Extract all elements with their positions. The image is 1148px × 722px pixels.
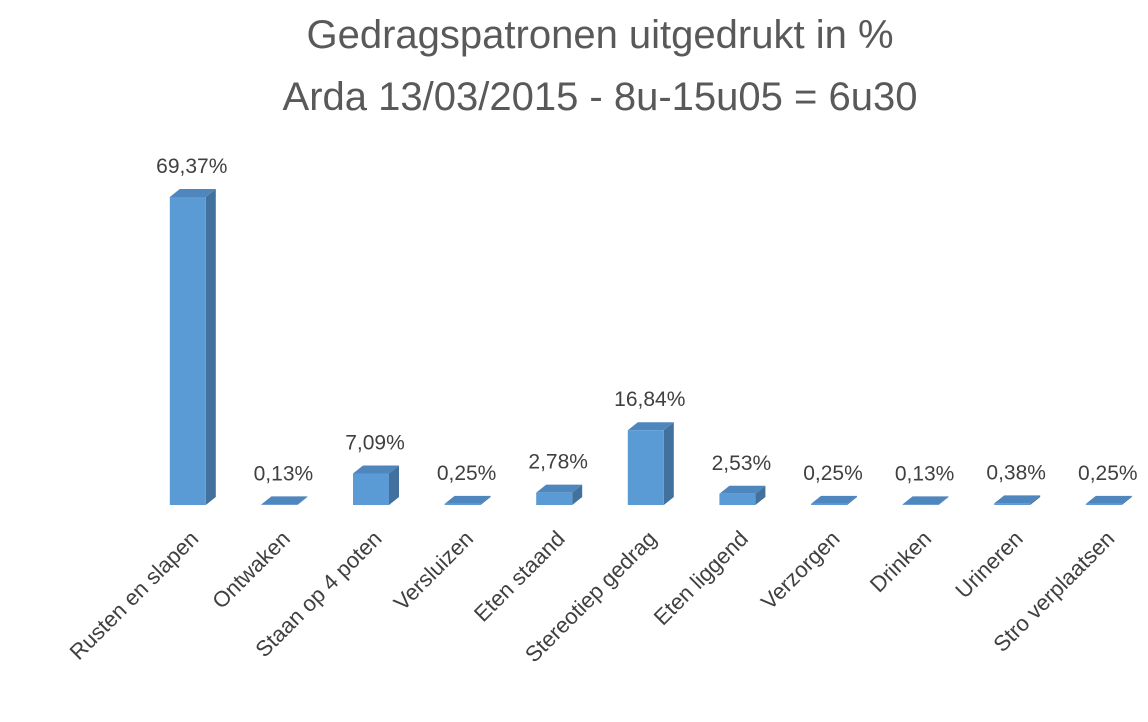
bar-side <box>847 495 857 505</box>
bar-top <box>169 189 216 197</box>
bar-side <box>389 465 399 505</box>
bar <box>536 492 573 505</box>
bar-top <box>627 422 674 431</box>
bar <box>169 197 206 505</box>
bar-top <box>719 485 766 494</box>
value-label: 2,78% <box>528 451 588 474</box>
bar-top <box>994 495 1041 504</box>
bar-side <box>755 485 766 505</box>
bar <box>1085 503 1122 505</box>
x-tick-label: Ontwaken <box>207 526 295 614</box>
bar <box>353 473 389 505</box>
value-label: 0,25% <box>1078 462 1138 485</box>
x-tick-label: Urineren <box>950 526 1027 603</box>
bar-top <box>261 496 308 505</box>
bar-side <box>572 484 583 505</box>
bar-top <box>353 465 399 474</box>
value-label: 0,13% <box>254 462 314 485</box>
bar <box>444 503 481 505</box>
x-tick-label: Eten staand <box>469 526 570 627</box>
bar-top <box>1085 495 1132 504</box>
x-tick-label: Eten liggend <box>649 526 753 630</box>
bar-side <box>205 189 216 505</box>
bar-top <box>902 496 949 505</box>
bar-side <box>480 495 491 505</box>
bar-top <box>536 484 583 493</box>
x-tick-label: Rusten en slapen <box>65 526 204 665</box>
x-tick-label: Versluizen <box>389 526 478 615</box>
bar <box>811 503 847 505</box>
bar-top <box>811 495 857 504</box>
bar <box>902 504 939 505</box>
bar <box>719 493 756 505</box>
x-tick-label: Verzorgen <box>756 526 845 615</box>
value-label: 0,13% <box>895 462 955 485</box>
bar <box>627 430 664 505</box>
bar <box>994 503 1031 505</box>
x-tick-label: Drinken <box>865 526 936 597</box>
value-label: 7,09% <box>345 432 405 455</box>
value-label: 0,38% <box>986 461 1046 484</box>
value-label: 16,84% <box>614 388 685 411</box>
chart-subtitle: Arda 13/03/2015 - 8u-15u05 = 6u30 <box>283 75 918 119</box>
bar-side <box>1030 495 1041 505</box>
bar-side <box>1121 495 1132 505</box>
bar-side <box>663 422 674 505</box>
bar-side <box>297 496 308 505</box>
chart-title: Gedragspatronen uitgedrukt in % <box>306 13 893 57</box>
bar-side <box>938 496 949 505</box>
value-label: 0,25% <box>437 462 497 485</box>
bar-top <box>444 495 491 504</box>
value-label: 2,53% <box>712 452 772 475</box>
value-label: 69,37% <box>156 155 227 178</box>
value-label: 0,25% <box>803 462 863 485</box>
bar <box>261 504 298 505</box>
